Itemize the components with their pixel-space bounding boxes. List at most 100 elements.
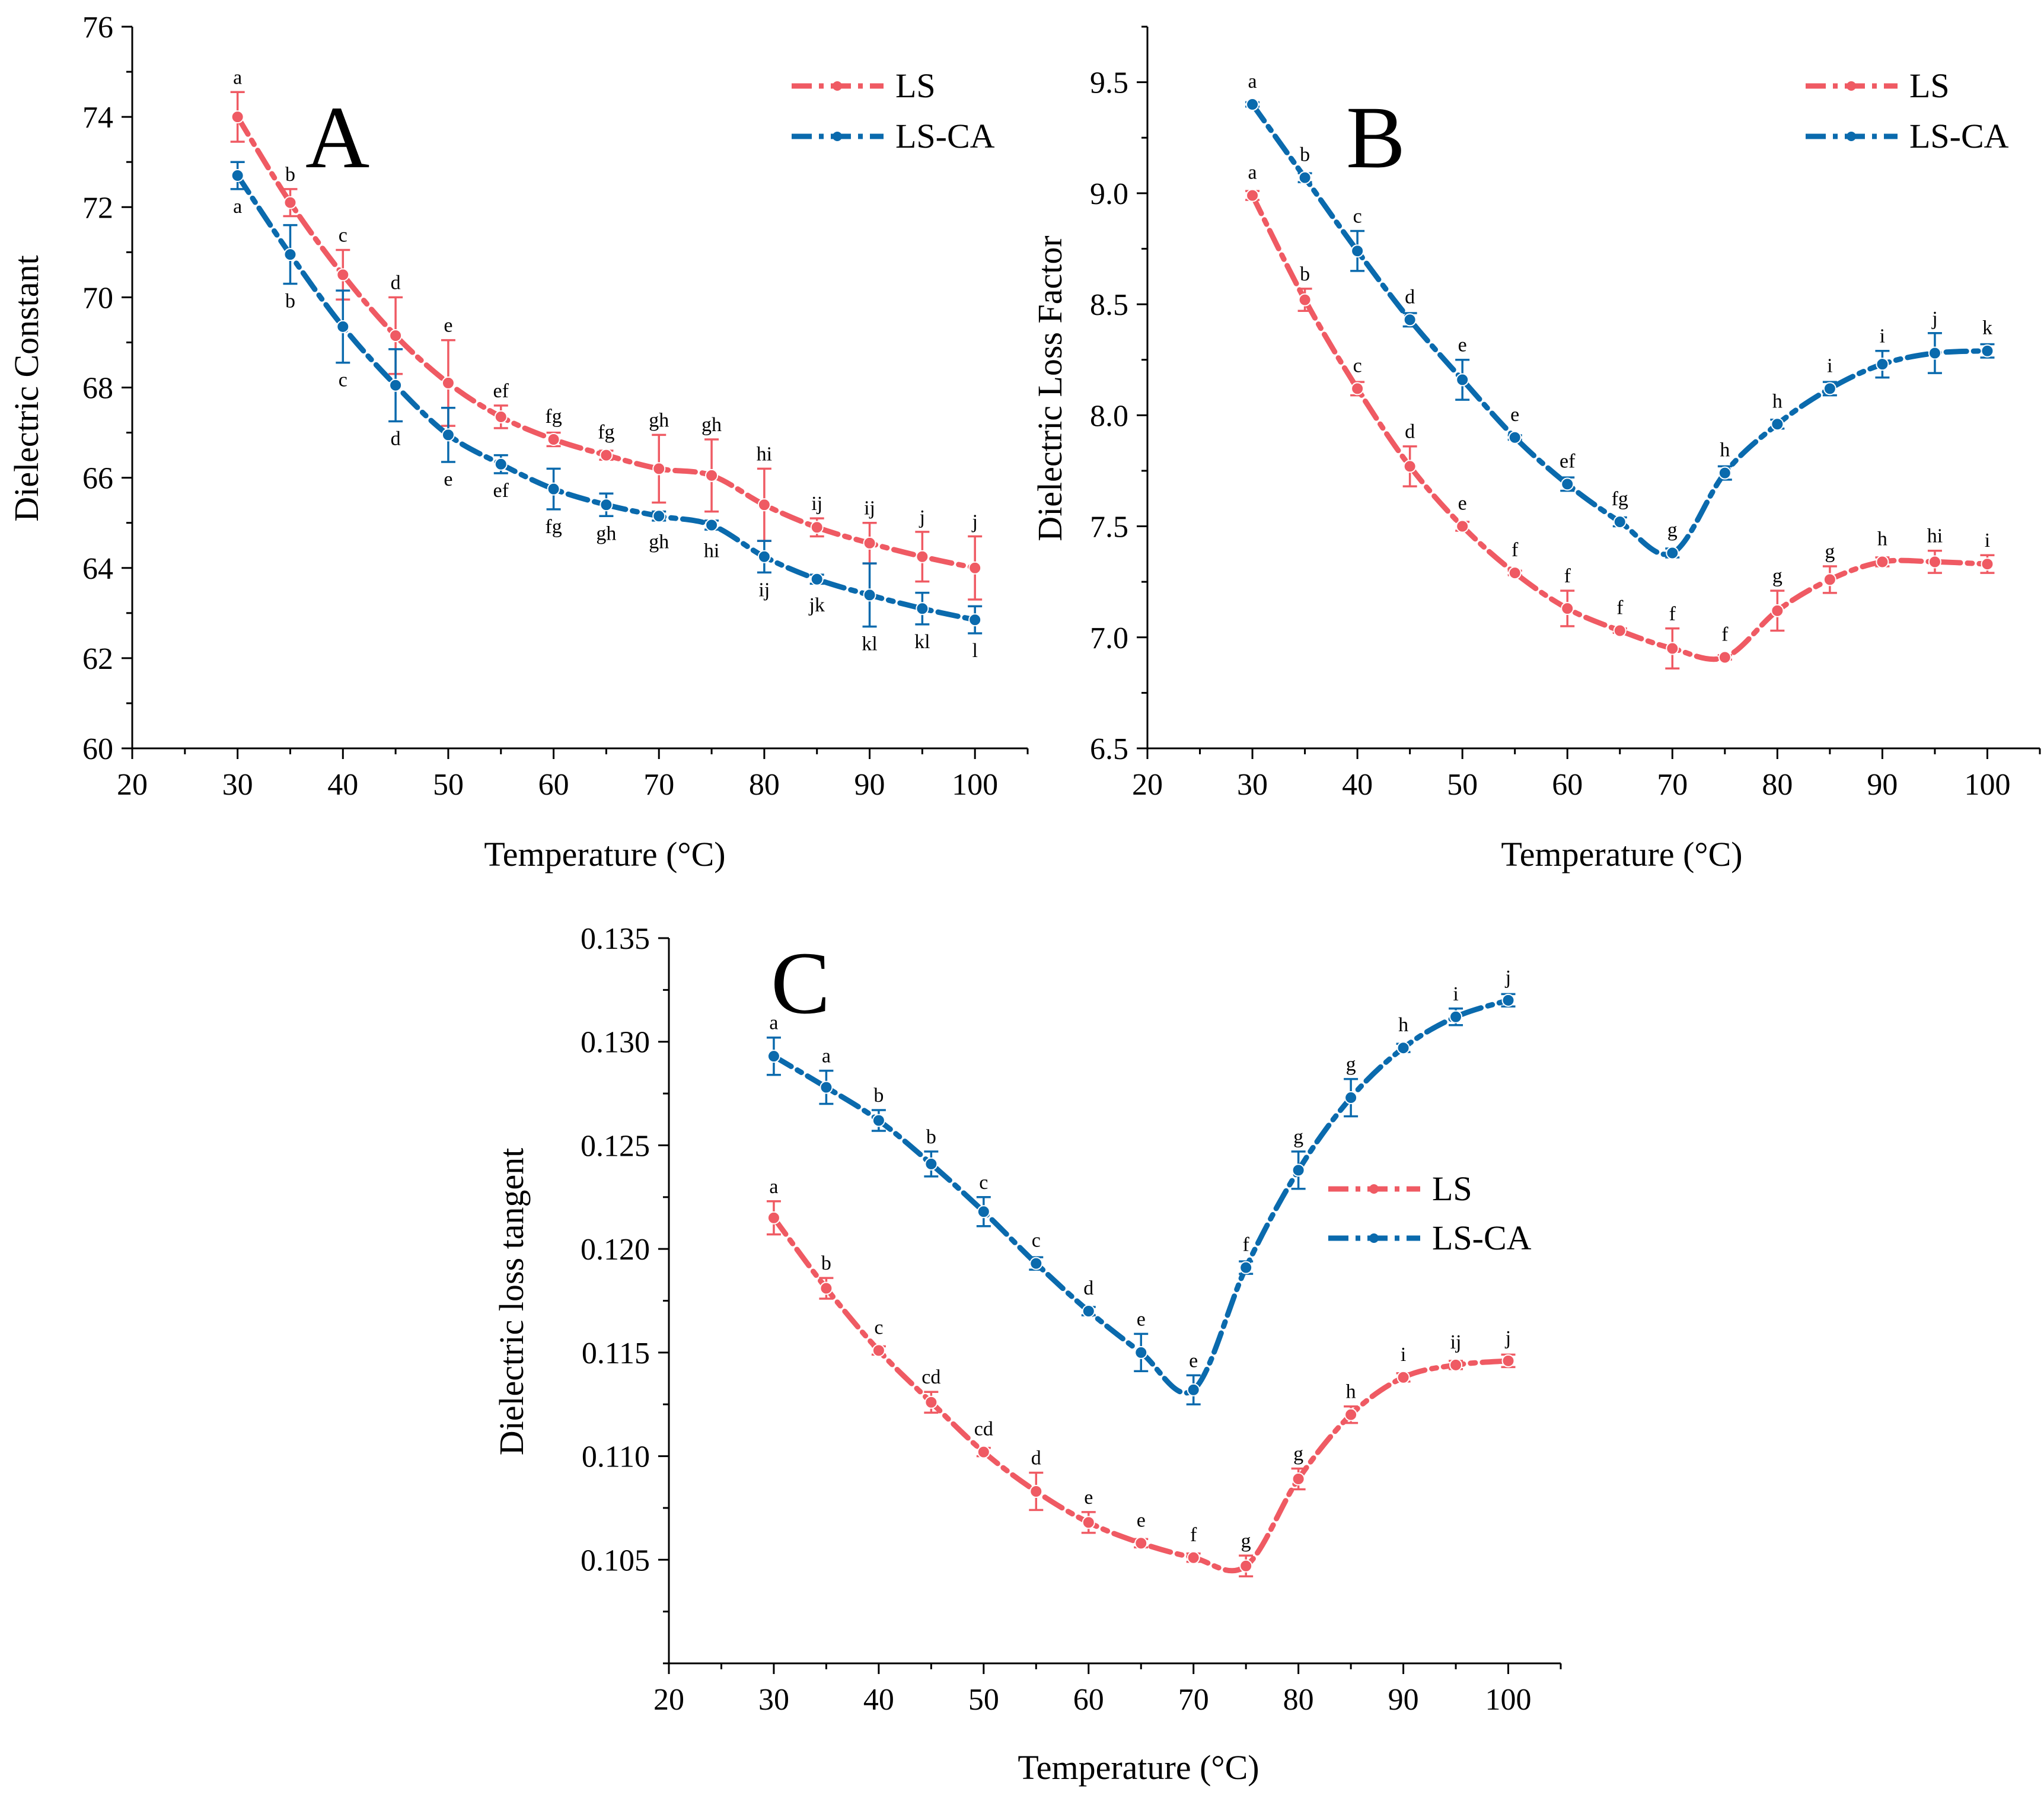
panel-b-series-ls-ca-point-45 [1403, 313, 1417, 327]
panel-b-x-tick-label-20: 20 [1132, 768, 1163, 802]
panel-c-series-ls-point-70 [1187, 1551, 1200, 1564]
panel-c-series-ls-sig-letter-55: d [1031, 1448, 1041, 1469]
panel-b-y-tick-label-3: 8.0 [1090, 399, 1128, 433]
panel-b-series-ls-ca-sig-letter-35: b [1300, 144, 1310, 166]
panel-a-series-ls-point-85 [810, 521, 824, 534]
panel-c-series-ls-ca-point-100 [1501, 993, 1515, 1007]
panel-b-series-ls-sig-letter-85: g [1825, 541, 1835, 563]
panel-c-x-tick-label-100: 100 [1485, 1683, 1532, 1717]
panel-c-series-ls-sig-letter-95: ij [1450, 1331, 1462, 1353]
panel-c-series-ls-ca-sig-letter-90: h [1398, 1014, 1408, 1036]
panel-a-y-tick-label-3: 66 [82, 462, 113, 496]
panel-c-series-ls-point-30 [767, 1211, 780, 1225]
panel-c-series-ls-ca-sig-letter-65: e [1137, 1308, 1146, 1330]
panel-c-series-ls-ca-sig-letter-45: b [926, 1126, 936, 1148]
panel-a-series-ls-ca-sig-letter-80: ij [758, 579, 770, 601]
panel-a-series-ls-ca-sig-letter-85: jk [808, 594, 824, 616]
panel-a-series-ls-ca-point-95 [916, 602, 929, 616]
panel-c-series-ls-point-80 [1292, 1472, 1305, 1486]
panel-c-series-ls-ca-point-70 [1187, 1383, 1200, 1397]
panel-b-series-ls-ca-sig-letter-50: e [1458, 334, 1467, 356]
panel-a-x-tick-label-90: 90 [854, 768, 885, 802]
panel-c-y-tick-label-5: 0.130 [581, 1026, 650, 1060]
panel-a-series-ls-sig-letter-35: b [285, 164, 295, 186]
panel-c-series-ls-ca-point-90 [1396, 1041, 1410, 1055]
panel-a-legend-swatch-ls [792, 81, 884, 91]
panel-b-series-ls-sig-letter-100: i [1985, 530, 1990, 551]
panel-b-series-ls-ca-point-65 [1613, 515, 1627, 529]
panel-a-series-ls-ca-point-65 [600, 498, 613, 512]
panel-b-series-ls-ca-point-55 [1508, 431, 1522, 444]
panel-a-series-ls-sig-letter-50: e [444, 315, 452, 337]
panel-b-series-ls-point-100 [1981, 557, 1994, 571]
panel-c-series-ls-ca-sig-letter-60: d [1083, 1277, 1093, 1299]
panel-c-series-ls-point-45 [924, 1395, 938, 1409]
panel-c-series-ls-ca-sig-letter-75: f [1243, 1234, 1250, 1256]
panel-b-series-ls-ca-point-100 [1981, 344, 1994, 358]
panel-a-series-ls-ca-sig-letter-30: a [233, 196, 242, 218]
panel-b-series-ls-sig-letter-90: h [1877, 528, 1887, 550]
panel-c-series-ls-ca-point-40 [872, 1114, 885, 1127]
panel-b-y-tick-label-1: 7.0 [1090, 621, 1128, 655]
panel-c-x-tick-label-70: 70 [1178, 1683, 1209, 1717]
panel-c-series-ls-sig-letter-100: j [1505, 1327, 1511, 1349]
panel-c-series-ls-point-100 [1501, 1354, 1515, 1367]
panel-b-series-ls-sig-letter-95: hi [1927, 525, 1943, 547]
panel-a-x-tick-label-50: 50 [433, 768, 464, 802]
panel-b-series-ls-ca-sig-letter-30: a [1248, 71, 1257, 93]
panel-b-series-ls-sig-letter-65: f [1616, 597, 1624, 619]
panel-a-series-ls-sig-letter-65: fg [598, 422, 614, 444]
panel-b-x-tick-label-60: 60 [1552, 768, 1583, 802]
panel-c-series-ls-ca-point-80 [1292, 1163, 1305, 1177]
panel-b-series-ls-point-40 [1351, 382, 1364, 396]
panel-b-series-ls-sig-letter-60: f [1564, 565, 1571, 587]
panel-a-series-ls-ca-sig-letter-95: kl [914, 631, 930, 653]
panel-b-series-ls-ca-sig-letter-40: c [1353, 206, 1362, 228]
panel-c-series-ls-sig-letter-90: i [1401, 1344, 1406, 1366]
panel-a-series-ls-point-30 [231, 110, 244, 124]
panel-b-series-ls-point-95 [1928, 555, 1941, 569]
panel-a-letter: A [305, 88, 369, 187]
panel-b-series-ls-sig-letter-35: b [1300, 263, 1310, 285]
panel-b-legend-swatch-ls-ca [1806, 132, 1898, 141]
panel-b-series-ls-ca-sig-letter-100: k [1982, 317, 1992, 339]
panel-c-series-ls-ca-sig-letter-95: i [1453, 983, 1458, 1005]
panel-a-plot-layer: 20 30 40 50 60 70 80 90 100 60 62 64 66 68 70 72 74 76 a b c… [82, 11, 1029, 802]
panel-a-legend-label-ls: LS [895, 66, 936, 105]
panel-b-series-ls-ca-sig-letter-60: ef [1560, 450, 1576, 472]
panel-a-series-ls-ca-point-100 [968, 613, 982, 627]
panel-b-series-ls-point-30 [1246, 189, 1259, 202]
panel-c-x-tick-label-40: 40 [863, 1683, 894, 1717]
panel-c-x-tick-label-80: 80 [1283, 1683, 1314, 1717]
panel-a-series-ls-sig-letter-30: a [233, 66, 242, 88]
panel-b-series-ls-ca-sig-letter-45: d [1405, 286, 1415, 308]
panel-b-series-ls-ca-sig-letter-75: h [1720, 439, 1730, 461]
panel-a-series-ls-sig-letter-60: fg [545, 406, 562, 428]
panel-b-series-ls-sig-letter-70: f [1669, 603, 1676, 625]
panel-c-series-ls-point-95 [1449, 1358, 1463, 1372]
panel-c-series-ls-sig-letter-65: e [1137, 1509, 1146, 1531]
panel-a-series-ls-ca-point-50 [441, 428, 455, 442]
panel-b-x-tick-label-50: 50 [1447, 768, 1478, 802]
panel-b-series-ls-sig-letter-45: d [1405, 421, 1415, 443]
panel-b-x-axis-title: Temperature (°C) [1501, 835, 1742, 873]
panel-a-series-ls-point-90 [863, 536, 876, 550]
panel-c-series-ls-point-85 [1344, 1408, 1358, 1421]
panel-c-series-ls-ca-sig-letter-50: c [979, 1172, 988, 1194]
panel-c-series-ls-point-75 [1239, 1559, 1253, 1573]
panel-c-series-ls-ca-sig-letter-40: b [873, 1085, 884, 1107]
panel-b-series-ls-ca-point-90 [1876, 358, 1889, 371]
panel-a-series-ls-ca-sig-letter-65: gh [596, 522, 616, 544]
panel-a-series-ls-ca-point-70 [652, 509, 666, 523]
panel-a-series-ls-point-50 [441, 376, 455, 390]
panel-c-y-tick-label-6: 0.135 [581, 922, 650, 956]
panel-b-series-ls-point-70 [1666, 642, 1679, 655]
panel-b-x-tick-label-70: 70 [1657, 768, 1688, 802]
panel-c-y-tick-label-0: 0.105 [581, 1544, 650, 1577]
panel-c-legend-label-ls: LS [1432, 1169, 1472, 1208]
panel-a-y-tick-label-5: 70 [82, 281, 113, 315]
panel-c-series-ls-sig-letter-75: g [1241, 1530, 1251, 1552]
panel-a-series-ls-ca-sig-letter-35: b [285, 291, 295, 313]
panel-a-series-ls-point-80 [757, 498, 771, 512]
panel-c-y-tick-label-4: 0.125 [581, 1129, 650, 1163]
